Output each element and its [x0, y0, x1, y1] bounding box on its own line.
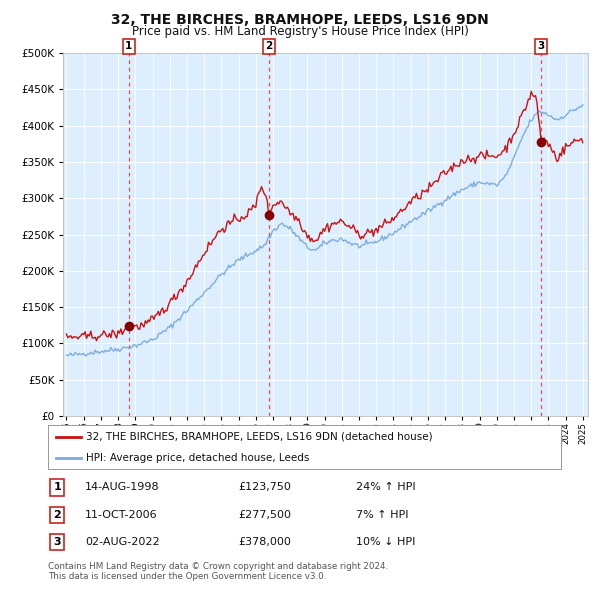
Text: 02-AUG-2022: 02-AUG-2022 [85, 537, 160, 547]
Text: Contains HM Land Registry data © Crown copyright and database right 2024.
This d: Contains HM Land Registry data © Crown c… [48, 562, 388, 581]
Text: 32, THE BIRCHES, BRAMHOPE, LEEDS, LS16 9DN: 32, THE BIRCHES, BRAMHOPE, LEEDS, LS16 9… [111, 13, 489, 27]
Text: 3: 3 [53, 537, 61, 547]
Text: £123,750: £123,750 [238, 483, 290, 493]
Text: 1: 1 [53, 483, 61, 493]
Text: 32, THE BIRCHES, BRAMHOPE, LEEDS, LS16 9DN (detached house): 32, THE BIRCHES, BRAMHOPE, LEEDS, LS16 9… [86, 432, 433, 442]
Text: 7% ↑ HPI: 7% ↑ HPI [356, 510, 409, 520]
Text: 3: 3 [538, 41, 545, 51]
Text: 2: 2 [53, 510, 61, 520]
Text: Price paid vs. HM Land Registry's House Price Index (HPI): Price paid vs. HM Land Registry's House … [131, 25, 469, 38]
Text: 11-OCT-2006: 11-OCT-2006 [85, 510, 158, 520]
Text: £277,500: £277,500 [238, 510, 291, 520]
Text: £378,000: £378,000 [238, 537, 290, 547]
Text: 24% ↑ HPI: 24% ↑ HPI [356, 483, 415, 493]
Text: 1: 1 [125, 41, 133, 51]
Text: 2: 2 [266, 41, 273, 51]
Text: 10% ↓ HPI: 10% ↓ HPI [356, 537, 415, 547]
Text: 14-AUG-1998: 14-AUG-1998 [85, 483, 160, 493]
Text: HPI: Average price, detached house, Leeds: HPI: Average price, detached house, Leed… [86, 453, 310, 463]
